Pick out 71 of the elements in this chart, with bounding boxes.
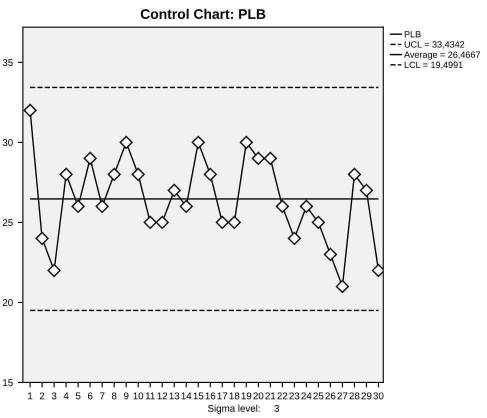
x-tick-label: 15 bbox=[194, 392, 204, 400]
point bbox=[84, 152, 97, 165]
legend-label: LCL = 19,4991 bbox=[404, 62, 463, 70]
point bbox=[288, 232, 301, 246]
point bbox=[156, 216, 169, 230]
point bbox=[228, 216, 241, 230]
point bbox=[324, 248, 337, 262]
x-tick-label: 19 bbox=[242, 392, 252, 400]
x-tick-label: 25 bbox=[313, 392, 324, 400]
x-tick-label: 3 bbox=[52, 392, 56, 400]
x-tick-label: 18 bbox=[230, 392, 240, 400]
point bbox=[240, 136, 253, 149]
x-tick-label: 2 bbox=[40, 392, 44, 400]
text: Sigma level: 3 bbox=[208, 404, 280, 414]
x-tick-label: 8 bbox=[112, 392, 116, 400]
point bbox=[48, 264, 61, 278]
x-tick-label: 21 bbox=[265, 392, 276, 400]
point bbox=[276, 200, 289, 214]
x-tick-label: 30 bbox=[373, 392, 384, 400]
x-tick-label: 20 bbox=[253, 392, 264, 400]
point bbox=[72, 200, 85, 214]
x-tick-label: 9 bbox=[124, 392, 128, 400]
point bbox=[60, 168, 73, 181]
point bbox=[192, 136, 205, 149]
y-tick-label: 20 bbox=[2, 299, 13, 306]
x-tick-label: 13 bbox=[170, 392, 180, 400]
x-tick-label: 17 bbox=[218, 392, 228, 400]
legend-label: PLB bbox=[404, 31, 421, 38]
x-tick-label: 27 bbox=[338, 392, 348, 400]
point bbox=[96, 200, 109, 214]
x-tick-label: 22 bbox=[277, 392, 288, 400]
point bbox=[336, 280, 350, 294]
x-tick-label: 26 bbox=[325, 392, 336, 400]
legend-label: UCL = 33,4342 bbox=[404, 41, 464, 49]
point bbox=[312, 216, 325, 230]
point bbox=[108, 168, 121, 181]
point bbox=[264, 152, 277, 165]
point bbox=[180, 200, 193, 214]
point bbox=[132, 168, 145, 181]
x-tick-label: 28 bbox=[350, 392, 360, 400]
x-tick-label: 11 bbox=[146, 392, 155, 400]
x-tick-label: 23 bbox=[289, 392, 300, 400]
point bbox=[360, 184, 374, 198]
point bbox=[372, 264, 384, 278]
point bbox=[24, 104, 37, 117]
point bbox=[36, 232, 49, 246]
x-tick-label: 7 bbox=[100, 392, 104, 400]
point bbox=[204, 168, 217, 181]
point bbox=[144, 216, 157, 230]
y-tick-label: 30 bbox=[2, 139, 13, 146]
x-tick-label: 10 bbox=[134, 392, 144, 400]
x-tick-label: 24 bbox=[301, 392, 312, 400]
point bbox=[120, 136, 133, 149]
x-tick-label: 6 bbox=[88, 392, 92, 400]
point bbox=[216, 216, 229, 230]
legend-label: Average = 26,4667 bbox=[404, 51, 480, 60]
y-tick-label: 15 bbox=[3, 379, 13, 386]
x-tick-label: 14 bbox=[182, 392, 192, 400]
x-tick-label: 1 bbox=[28, 392, 32, 400]
y-tick-label: 25 bbox=[2, 219, 13, 226]
x-tick-label: 16 bbox=[206, 392, 216, 400]
x-tick-label: 12 bbox=[158, 392, 168, 400]
y-tick-label: 35 bbox=[2, 59, 13, 66]
point bbox=[168, 184, 181, 198]
x-tick-label: 29 bbox=[362, 392, 372, 400]
point bbox=[348, 168, 362, 181]
chart-title: Control Chart: PLB bbox=[140, 8, 266, 19]
x-tick-label: 4 bbox=[64, 392, 69, 400]
point bbox=[300, 200, 313, 214]
point bbox=[252, 152, 265, 165]
x-tick-label: 5 bbox=[76, 392, 80, 400]
